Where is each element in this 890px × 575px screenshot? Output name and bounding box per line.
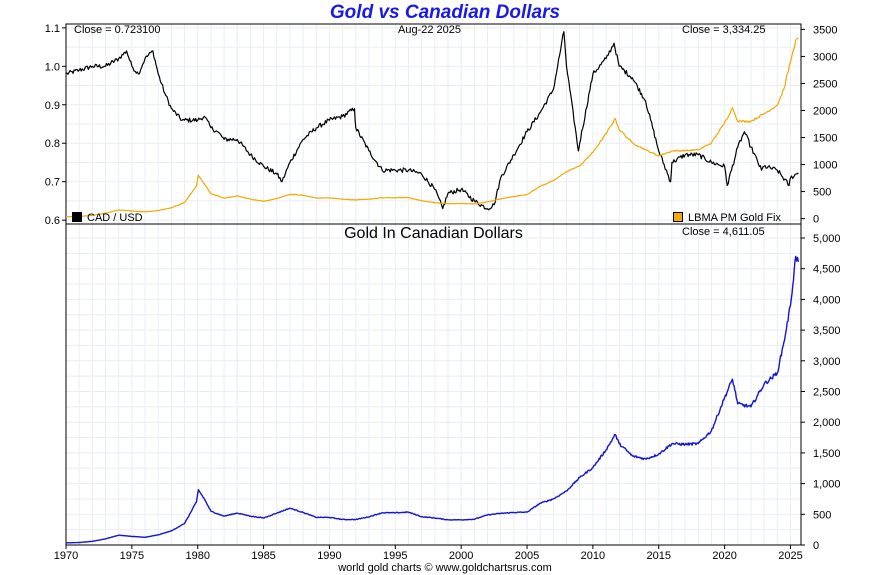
y-tick-label-right-bottom: 500: [813, 509, 831, 521]
series-line-gold-usd: [66, 37, 799, 218]
x-tick-label: 2000: [449, 550, 473, 562]
x-tick-label: 1995: [383, 550, 407, 562]
y-tick-label-right-bottom: 3,500: [813, 325, 841, 337]
y-tick-label-right-bottom: 2,000: [813, 417, 841, 429]
x-tick-label: 1975: [120, 550, 144, 562]
cad-close-readout: Close = 0.723100: [74, 24, 161, 36]
y-tick-label-right: 0: [813, 214, 819, 226]
y-tick-label-right: 1500: [813, 133, 837, 145]
date-readout: Aug-22 2025: [398, 24, 461, 36]
series-line-cad-usd: [65, 31, 799, 211]
legend-cad-swatch: [72, 212, 82, 222]
y-tick-label-right-bottom: 5,000: [813, 233, 841, 245]
x-tick-label: 2010: [581, 550, 605, 562]
x-tick-label: 1980: [185, 550, 209, 562]
y-tick-label-right-bottom: 1,000: [813, 479, 841, 491]
y-tick-label-right-bottom: 4,500: [813, 264, 841, 276]
bottom-panel-title: Gold In Canadian Dollars: [344, 225, 523, 242]
x-tick-label: 2025: [778, 550, 802, 562]
y-tick-label-right: 2000: [813, 105, 837, 117]
y-tick-label-right-bottom: 4,000: [813, 294, 841, 306]
y-tick-label-right: 500: [813, 187, 831, 199]
y-tick-label-left: 1.0: [45, 61, 60, 73]
y-tick-label-right-bottom: 0: [813, 540, 819, 552]
credit-line: world gold charts © www.goldchartsrus.co…: [338, 562, 552, 574]
bottom-panel-frame: [65, 223, 802, 546]
chart-title: Gold vs Canadian Dollars: [329, 2, 561, 23]
x-tick-label: 2015: [646, 550, 670, 562]
y-tick-label-right: 3500: [813, 24, 837, 36]
legend-cad-usd: CAD / USD: [72, 212, 143, 224]
y-tick-label-right: 3000: [813, 51, 837, 63]
x-tick-label: 1985: [251, 550, 275, 562]
gold-usd-close-readout: Close = 3,334.25: [682, 24, 766, 36]
y-tick-label-left: 0.7: [45, 177, 60, 189]
y-tick-label-left: 0.9: [45, 100, 60, 112]
legend-gold-fix: LBMA PM Gold Fix: [673, 212, 781, 224]
y-tick-label-right: 1000: [813, 160, 837, 172]
y-tick-label-right-bottom: 1,500: [813, 448, 841, 460]
x-tick-label: 1970: [54, 550, 78, 562]
y-tick-label-left: 0.6: [45, 215, 60, 227]
y-tick-label-right-bottom: 3,000: [813, 356, 841, 368]
y-tick-label-right: 2500: [813, 78, 837, 90]
series-line-gold-cad: [65, 255, 800, 544]
legend-gold-swatch: [673, 212, 683, 222]
y-tick-label-right-bottom: 2,500: [813, 387, 841, 399]
y-tick-label-left: 1.1: [45, 23, 60, 35]
x-tick-label: 2020: [712, 550, 736, 562]
x-tick-label: 2005: [515, 550, 539, 562]
y-tick-label-left: 0.8: [45, 138, 60, 150]
legend-gold-label: LBMA PM Gold Fix: [688, 212, 781, 224]
legend-cad-label: CAD / USD: [87, 212, 143, 224]
x-tick-label: 1990: [317, 550, 341, 562]
gold-cad-close-readout: Close = 4,611.05: [682, 226, 765, 238]
